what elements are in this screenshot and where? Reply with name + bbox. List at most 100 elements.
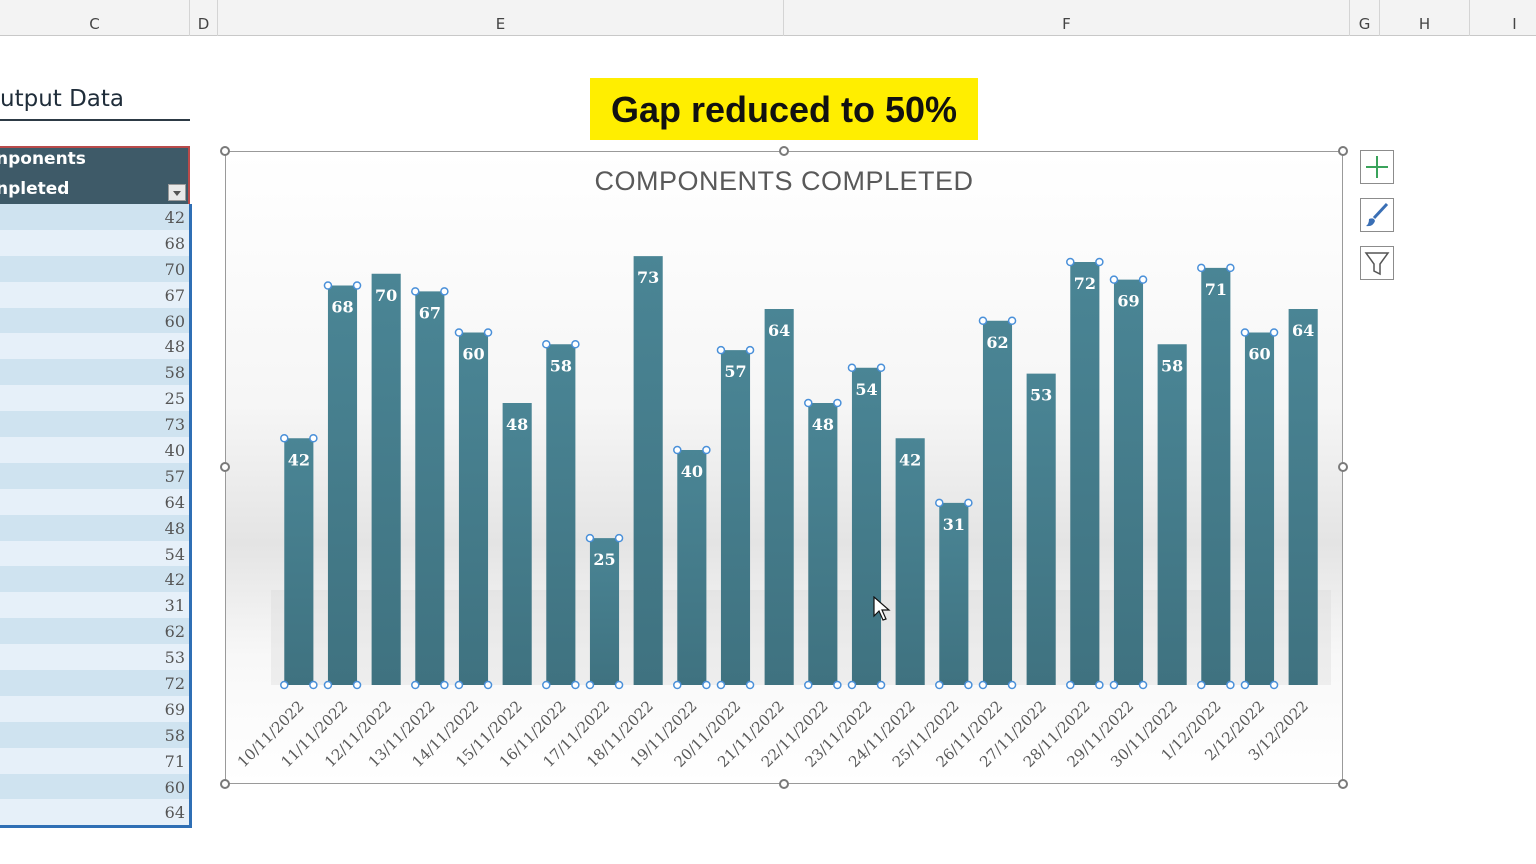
selection-point[interactable] xyxy=(454,328,464,337)
selection-point[interactable] xyxy=(571,340,580,349)
table-row[interactable]: 40 xyxy=(0,437,189,463)
selection-point[interactable] xyxy=(847,363,857,372)
selection-point[interactable] xyxy=(702,680,711,690)
selection-point[interactable] xyxy=(585,533,595,543)
selection-point[interactable] xyxy=(309,680,318,690)
selection-point[interactable] xyxy=(804,680,813,690)
bar-28/11/2022[interactable] xyxy=(1070,262,1100,685)
bar-3/12/2022[interactable] xyxy=(1288,309,1318,685)
selection-point[interactable] xyxy=(978,680,988,690)
selection-point[interactable] xyxy=(673,445,682,455)
data-label[interactable]: 69 xyxy=(1117,292,1139,311)
data-label[interactable]: 53 xyxy=(1030,386,1052,405)
selection-point[interactable] xyxy=(1095,680,1104,690)
table-row[interactable]: 58 xyxy=(0,721,189,748)
data-label[interactable]: 70 xyxy=(375,286,397,305)
resize-handle-bottom-left[interactable] xyxy=(220,779,230,789)
selection-point[interactable] xyxy=(833,398,842,408)
selection-point[interactable] xyxy=(1226,680,1235,690)
bar-20/11/2022[interactable] xyxy=(720,350,751,685)
selection-point[interactable] xyxy=(454,680,464,690)
selection-point[interactable] xyxy=(847,680,857,690)
data-label[interactable]: 42 xyxy=(288,450,310,469)
bar-12/11/2022[interactable] xyxy=(371,273,401,685)
selection-point[interactable] xyxy=(352,680,362,690)
data-label[interactable]: 60 xyxy=(1248,345,1270,364)
bar-27/11/2022[interactable] xyxy=(1026,373,1056,685)
bar-17/11/2022[interactable] xyxy=(589,538,620,685)
column-header-g[interactable]: G xyxy=(1350,0,1380,36)
selection-point[interactable] xyxy=(483,680,493,690)
table-row[interactable]: 67 xyxy=(0,281,189,308)
data-label[interactable]: 42 xyxy=(899,450,921,469)
data-label[interactable]: 72 xyxy=(1074,274,1096,293)
table-row[interactable]: 70 xyxy=(0,255,189,282)
bar-23/11/2022[interactable] xyxy=(851,367,882,685)
bar-16/11/2022[interactable] xyxy=(546,344,576,685)
selection-point[interactable] xyxy=(323,281,333,290)
table-row[interactable]: 72 xyxy=(0,670,189,696)
selection-point[interactable] xyxy=(352,281,362,290)
resize-handle-right[interactable] xyxy=(1338,462,1348,472)
table-row[interactable]: 42 xyxy=(0,204,189,230)
selection-point[interactable] xyxy=(745,345,755,355)
selection-point[interactable] xyxy=(702,445,711,455)
table-row[interactable]: 58 xyxy=(0,359,189,386)
data-label[interactable]: 68 xyxy=(331,298,353,317)
bar-13/11/2022[interactable] xyxy=(415,291,445,685)
selection-point[interactable] xyxy=(614,533,624,543)
data-label[interactable]: 64 xyxy=(768,321,790,340)
table-header[interactable]: nponents npleted xyxy=(0,146,190,204)
selection-point[interactable] xyxy=(935,498,944,508)
data-label[interactable]: 60 xyxy=(462,345,484,364)
bar-1/12/2022[interactable] xyxy=(1201,267,1231,685)
data-label[interactable]: 62 xyxy=(986,333,1008,352)
bar-11/11/2022[interactable] xyxy=(327,285,358,686)
selection-point[interactable] xyxy=(964,498,973,508)
column-header-d[interactable]: D xyxy=(190,0,218,36)
data-label[interactable]: 48 xyxy=(506,415,528,434)
data-label[interactable]: 48 xyxy=(812,415,834,434)
bar-2/12/2022[interactable] xyxy=(1244,332,1275,686)
data-label[interactable]: 73 xyxy=(637,268,659,287)
table-row[interactable]: 69 xyxy=(0,695,189,722)
selection-point[interactable] xyxy=(571,680,580,690)
resize-handle-bottom[interactable] xyxy=(779,779,789,789)
selection-point[interactable] xyxy=(1066,680,1075,690)
bar-22/11/2022[interactable] xyxy=(808,403,838,685)
bar-21/11/2022[interactable] xyxy=(764,309,794,685)
bar-26/11/2022[interactable] xyxy=(982,320,1013,685)
selection-point[interactable] xyxy=(1066,257,1075,267)
column-header-c[interactable]: C xyxy=(0,0,190,36)
column-header-h[interactable]: H xyxy=(1380,0,1470,36)
table-row[interactable]: 64 xyxy=(0,799,189,826)
selection-point[interactable] xyxy=(1138,680,1148,690)
table-row[interactable]: 48 xyxy=(0,514,189,541)
selection-point[interactable] xyxy=(309,434,318,443)
column-header-e[interactable]: E xyxy=(218,0,784,36)
data-label[interactable]: 64 xyxy=(1292,321,1314,340)
selection-point[interactable] xyxy=(673,680,682,690)
bar-14/11/2022[interactable] xyxy=(458,332,489,686)
bar-15/11/2022[interactable] xyxy=(502,403,532,685)
selection-point[interactable] xyxy=(876,680,886,690)
selection-point[interactable] xyxy=(280,680,289,690)
selection-point[interactable] xyxy=(716,680,726,690)
table-row[interactable]: 62 xyxy=(0,618,189,645)
table-row[interactable]: 64 xyxy=(0,488,189,515)
resize-handle-top-left[interactable] xyxy=(220,146,230,156)
data-label[interactable]: 67 xyxy=(419,303,441,322)
table-row[interactable]: 54 xyxy=(0,540,189,567)
selection-point[interactable] xyxy=(1109,680,1119,690)
selection-point[interactable] xyxy=(323,680,333,690)
table-row[interactable]: 68 xyxy=(0,229,189,256)
bar-10/11/2022[interactable] xyxy=(284,438,314,685)
selection-point[interactable] xyxy=(1240,680,1250,690)
table-row[interactable]: 42 xyxy=(0,566,189,593)
resize-handle-top[interactable] xyxy=(779,146,789,156)
chart-plot[interactable]: 4210/11/20226811/11/20227012/11/20226713… xyxy=(225,151,1343,784)
selection-point[interactable] xyxy=(1095,257,1104,267)
selection-point[interactable] xyxy=(542,680,551,690)
selection-point[interactable] xyxy=(483,328,493,337)
data-label[interactable]: 31 xyxy=(943,515,965,534)
